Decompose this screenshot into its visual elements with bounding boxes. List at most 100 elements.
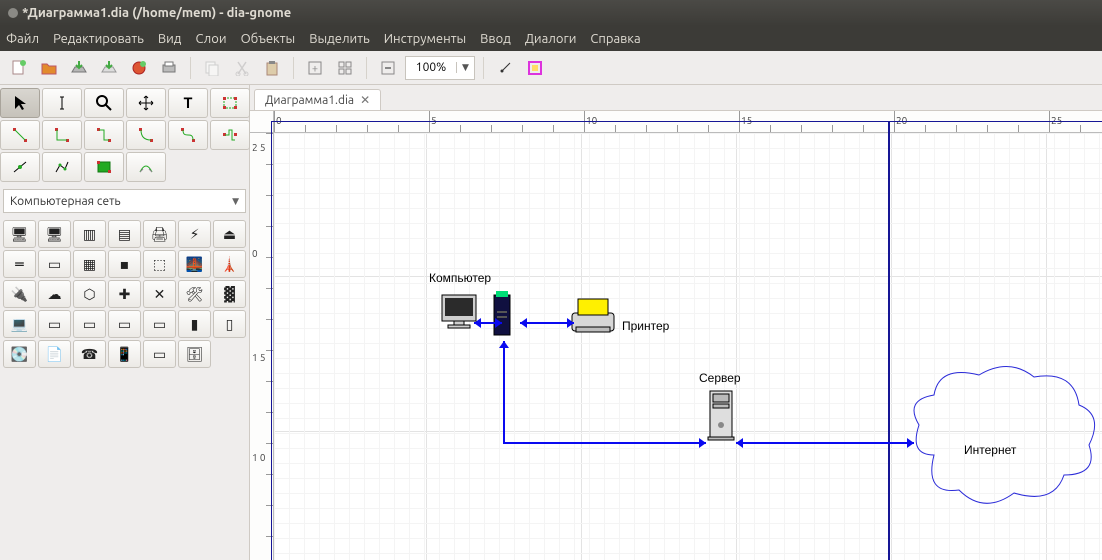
diagram-links bbox=[274, 133, 1102, 560]
grid-button[interactable] bbox=[332, 55, 358, 81]
shape-tools[interactable]: 🛠 bbox=[178, 280, 211, 308]
shape-printer[interactable]: 🖨 bbox=[143, 220, 176, 248]
tool-shape[interactable] bbox=[84, 152, 124, 182]
shape-desk[interactable]: 🗄 bbox=[178, 340, 211, 368]
shape-hub[interactable]: ⬚ bbox=[143, 250, 176, 278]
menu-item[interactable]: Слои bbox=[195, 32, 226, 46]
toolbar-separator bbox=[293, 57, 294, 79]
toolbar-separator bbox=[366, 57, 367, 79]
shape-cell[interactable]: 📱 bbox=[108, 340, 141, 368]
document-tab[interactable]: Диаграмма1.dia ✕ bbox=[254, 89, 381, 110]
shape-category-label: Компьютерная сеть bbox=[10, 195, 121, 208]
menu-item[interactable]: Справка bbox=[590, 32, 640, 46]
tool-line-d[interactable] bbox=[126, 120, 166, 150]
shape-bus[interactable]: ═ bbox=[3, 250, 36, 278]
cut-button[interactable] bbox=[229, 55, 255, 81]
menu-item[interactable]: Ввод bbox=[480, 32, 511, 46]
snap-button[interactable] bbox=[492, 55, 518, 81]
tab-label: Диаграмма1.dia bbox=[265, 94, 354, 107]
layers-button[interactable] bbox=[522, 55, 548, 81]
canvas[interactable]: КомпьютерПринтерСерверИнтернет bbox=[274, 133, 1102, 560]
shape-storage[interactable]: ▥ bbox=[73, 220, 106, 248]
tool-arc-a[interactable] bbox=[0, 152, 40, 182]
tool-magnify[interactable] bbox=[84, 88, 124, 118]
shape-box1[interactable]: ▭ bbox=[38, 310, 71, 338]
shape-monitor[interactable]: 🖥 bbox=[38, 220, 71, 248]
shape-box3[interactable]: ▭ bbox=[108, 310, 141, 338]
tool-pointer[interactable] bbox=[0, 88, 40, 118]
shape-rate[interactable]: ▪ bbox=[108, 250, 141, 278]
tool-arc-b[interactable] bbox=[42, 152, 82, 182]
save-as-button[interactable] bbox=[96, 55, 122, 81]
shape-firewall[interactable]: ▓ bbox=[213, 280, 246, 308]
shape-box2[interactable]: ▭ bbox=[73, 310, 106, 338]
new-file-button[interactable] bbox=[6, 55, 32, 81]
shape-hex[interactable]: ⬡ bbox=[73, 280, 106, 308]
shape-patch[interactable]: ▦ bbox=[73, 250, 106, 278]
tool-line-e[interactable] bbox=[168, 120, 208, 150]
shape-pc[interactable]: 🖥 bbox=[3, 220, 36, 248]
toolbar-separator bbox=[483, 57, 484, 79]
shape-rack[interactable]: ▤ bbox=[108, 220, 141, 248]
zoom-fit-button[interactable]: + bbox=[302, 55, 328, 81]
zoom-input[interactable] bbox=[406, 57, 456, 79]
svg-text:T: T bbox=[183, 94, 192, 111]
shape-doc[interactable]: 📄 bbox=[38, 340, 71, 368]
zoom-out-button[interactable] bbox=[375, 55, 401, 81]
shape-flash[interactable]: ⚡ bbox=[178, 220, 211, 248]
shape-modem[interactable]: ▭ bbox=[143, 340, 176, 368]
copy-button[interactable] bbox=[199, 55, 225, 81]
tool-move[interactable] bbox=[126, 88, 166, 118]
shape-category-dropdown[interactable]: Компьютерная сеть ▼ bbox=[3, 189, 246, 213]
canvas-wrapper: 0510152025303540 2 501 51 0 КомпьютерПри… bbox=[250, 111, 1102, 560]
menu-item[interactable]: Вид bbox=[158, 32, 182, 46]
window-titlebar: *Диаграмма1.dia (/home/mem) - dia-gnome bbox=[0, 0, 1102, 26]
window-title: *Диаграмма1.dia (/home/mem) - dia-gnome bbox=[22, 6, 291, 20]
shape-plug[interactable]: 🔌 bbox=[3, 280, 36, 308]
svg-text:+: + bbox=[312, 63, 318, 75]
menu-item[interactable]: Редактировать bbox=[53, 32, 144, 46]
shape-tower[interactable]: 🗼 bbox=[213, 250, 246, 278]
export-button[interactable] bbox=[126, 55, 152, 81]
shape-box4[interactable]: ▭ bbox=[143, 310, 176, 338]
tool-arc-c[interactable] bbox=[126, 152, 166, 182]
print-button[interactable] bbox=[156, 55, 182, 81]
paste-button[interactable] bbox=[259, 55, 285, 81]
tool-line-c[interactable] bbox=[84, 120, 124, 150]
shape-antenna[interactable]: ⏏ bbox=[213, 220, 246, 248]
shape-x[interactable]: ✕ bbox=[143, 280, 176, 308]
menu-item[interactable]: Инструменты bbox=[384, 32, 466, 46]
main-toolbar: + ▼ bbox=[0, 51, 1102, 85]
menu-item[interactable]: Объекты bbox=[241, 32, 296, 46]
tool-palette: T bbox=[0, 85, 249, 185]
zoom-dropdown-icon[interactable]: ▼ bbox=[456, 62, 474, 73]
zoom-combo[interactable]: ▼ bbox=[405, 56, 475, 80]
save-button[interactable] bbox=[66, 55, 92, 81]
shape-switch[interactable]: ▭ bbox=[38, 250, 71, 278]
toolbar-separator bbox=[190, 57, 191, 79]
tool-line-a[interactable] bbox=[0, 120, 40, 150]
tool-text[interactable]: T bbox=[168, 88, 208, 118]
editor-area: Диаграмма1.dia ✕ 0510152025303540 2 501 … bbox=[250, 85, 1102, 560]
tool-line-b[interactable] bbox=[42, 120, 82, 150]
chevron-down-icon: ▼ bbox=[232, 196, 239, 207]
tool-line-f[interactable] bbox=[210, 120, 250, 150]
tool-rect[interactable] bbox=[210, 88, 250, 118]
shape-bridge[interactable]: 🌉 bbox=[178, 250, 211, 278]
shape-misc[interactable]: ▯ bbox=[213, 310, 246, 338]
shape-cloud[interactable]: ☁ bbox=[38, 280, 71, 308]
menu-item[interactable]: Диалоги bbox=[525, 32, 577, 46]
shape-srv[interactable]: ▮ bbox=[178, 310, 211, 338]
menu-item[interactable]: Выделить bbox=[309, 32, 370, 46]
shape-disk[interactable]: 💽 bbox=[3, 340, 36, 368]
shape-cross[interactable]: ✚ bbox=[108, 280, 141, 308]
tool-text-cursor[interactable] bbox=[42, 88, 82, 118]
tab-close-icon[interactable]: ✕ bbox=[360, 93, 370, 107]
tab-bar: Диаграмма1.dia ✕ bbox=[250, 85, 1102, 111]
shape-phone[interactable]: ☎ bbox=[73, 340, 106, 368]
window-control-icon[interactable] bbox=[8, 8, 18, 18]
shape-laptop[interactable]: 💻 bbox=[3, 310, 36, 338]
menu-item[interactable]: Файл bbox=[6, 32, 39, 46]
open-file-button[interactable] bbox=[36, 55, 62, 81]
left-panel: T Компьютерная сеть ▼ 🖥🖥▥▤🖨⚡⏏═▭▦▪⬚🌉🗼🔌☁⬡✚… bbox=[0, 85, 250, 560]
